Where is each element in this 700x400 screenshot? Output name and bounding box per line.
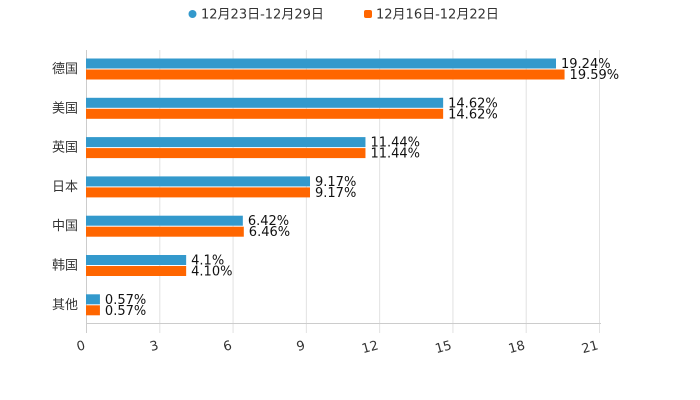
data-label-2-2: 14.62% [448,107,498,122]
data-label-2-4: 9.17% [315,186,356,201]
legend-label-2[interactable]: 12月16日-12月22日 [376,8,499,23]
data-label-1-4: 9.17% [315,175,356,190]
bar-1-1[interactable] [86,58,557,69]
category-label-7: 其他 [52,298,78,313]
data-label-1-5: 6.42% [248,214,289,229]
x-tick-label-12: 12 [360,338,380,357]
bar-2-1[interactable] [86,69,565,80]
x-tick-label-0: 0 [75,338,87,355]
x-tick-label-21: 21 [580,338,600,357]
bar-2-2[interactable] [86,108,444,119]
data-label-2-3: 11.44% [370,147,420,162]
category-label-6: 韩国 [52,259,78,274]
bar-2-6[interactable] [86,266,187,276]
data-label-1-3: 11.44% [370,136,420,151]
data-label-2-6: 4.10% [191,265,232,280]
category-label-4: 日本 [52,180,78,195]
category-label-5: 中国 [52,219,78,234]
category-label-1: 德国 [52,62,78,77]
x-tick-label-6: 6 [222,338,234,355]
bar-1-6[interactable] [86,255,187,265]
data-label-1-1: 19.24% [561,57,611,72]
bar-1-2[interactable] [86,97,444,108]
data-label-1-7: 0.57% [105,293,146,308]
x-tick-label-3: 3 [148,338,160,355]
bar-1-4[interactable] [86,176,311,187]
category-label-3: 英国 [52,141,78,156]
bar-2-3[interactable] [86,148,366,159]
data-label-2-5: 6.46% [249,225,290,240]
x-tick-label-9: 9 [295,338,307,355]
data-label-2-7: 0.57% [105,304,146,319]
data-label-1-2: 14.62% [448,96,498,111]
data-label-1-6: 4.1% [191,254,224,269]
bar-1-3[interactable] [86,137,366,148]
bar-2-5[interactable] [86,226,244,237]
data-label-2-1: 19.59% [570,68,620,83]
x-tick-label-18: 18 [507,338,527,357]
category-label-2: 美国 [52,101,78,116]
bar-1-7[interactable] [86,294,100,305]
legend-marker-2[interactable] [364,10,372,18]
bar-2-4[interactable] [86,187,311,198]
x-tick-label-15: 15 [434,338,454,357]
bar-1-5[interactable] [86,215,243,226]
legend-label-1[interactable]: 12月23日-12月29日 [201,8,324,23]
legend-marker-1[interactable] [188,10,197,18]
bar-2-7[interactable] [86,305,100,316]
